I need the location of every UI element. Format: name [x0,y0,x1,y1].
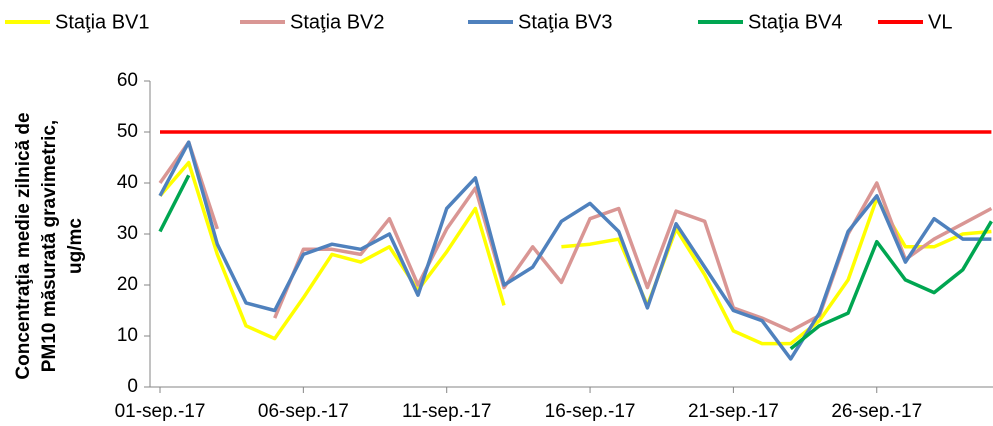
series-line [158,174,993,351]
legend-label: Staţia BV1 [55,11,150,33]
x-tick-label: 06-sep.-17 [258,401,349,422]
y-axis-label: Concentraţia medie zilnică de [13,112,34,379]
legend-label: Staţia BV3 [518,11,613,33]
y-axis-label: PM10 măsurată gravimetric, [39,120,60,372]
series-line [158,140,993,333]
y-tick-label: 30 [117,223,138,244]
y-tick-label: 40 [117,172,138,193]
y-tick-label: 10 [117,325,138,346]
legend-label: Staţia BV4 [748,11,843,33]
legend-label: Staţia BV2 [290,11,385,33]
x-tick-label: 16-sep.-17 [545,401,636,422]
y-tick-label: 20 [117,274,138,295]
y-tick-label: 50 [117,121,138,142]
y-axis-label: ug/mc [65,218,86,274]
x-tick-label: 01-sep.-17 [115,401,206,422]
x-tick-label: 11-sep.-17 [402,401,491,422]
x-tick-label: 26-sep.-17 [831,401,922,422]
x-tick-label: 21-sep.-17 [688,401,779,422]
series-line [158,140,992,361]
y-tick-label: 60 [117,70,138,91]
y-tick-label: 0 [127,376,138,397]
legend-label: VL [928,11,952,33]
